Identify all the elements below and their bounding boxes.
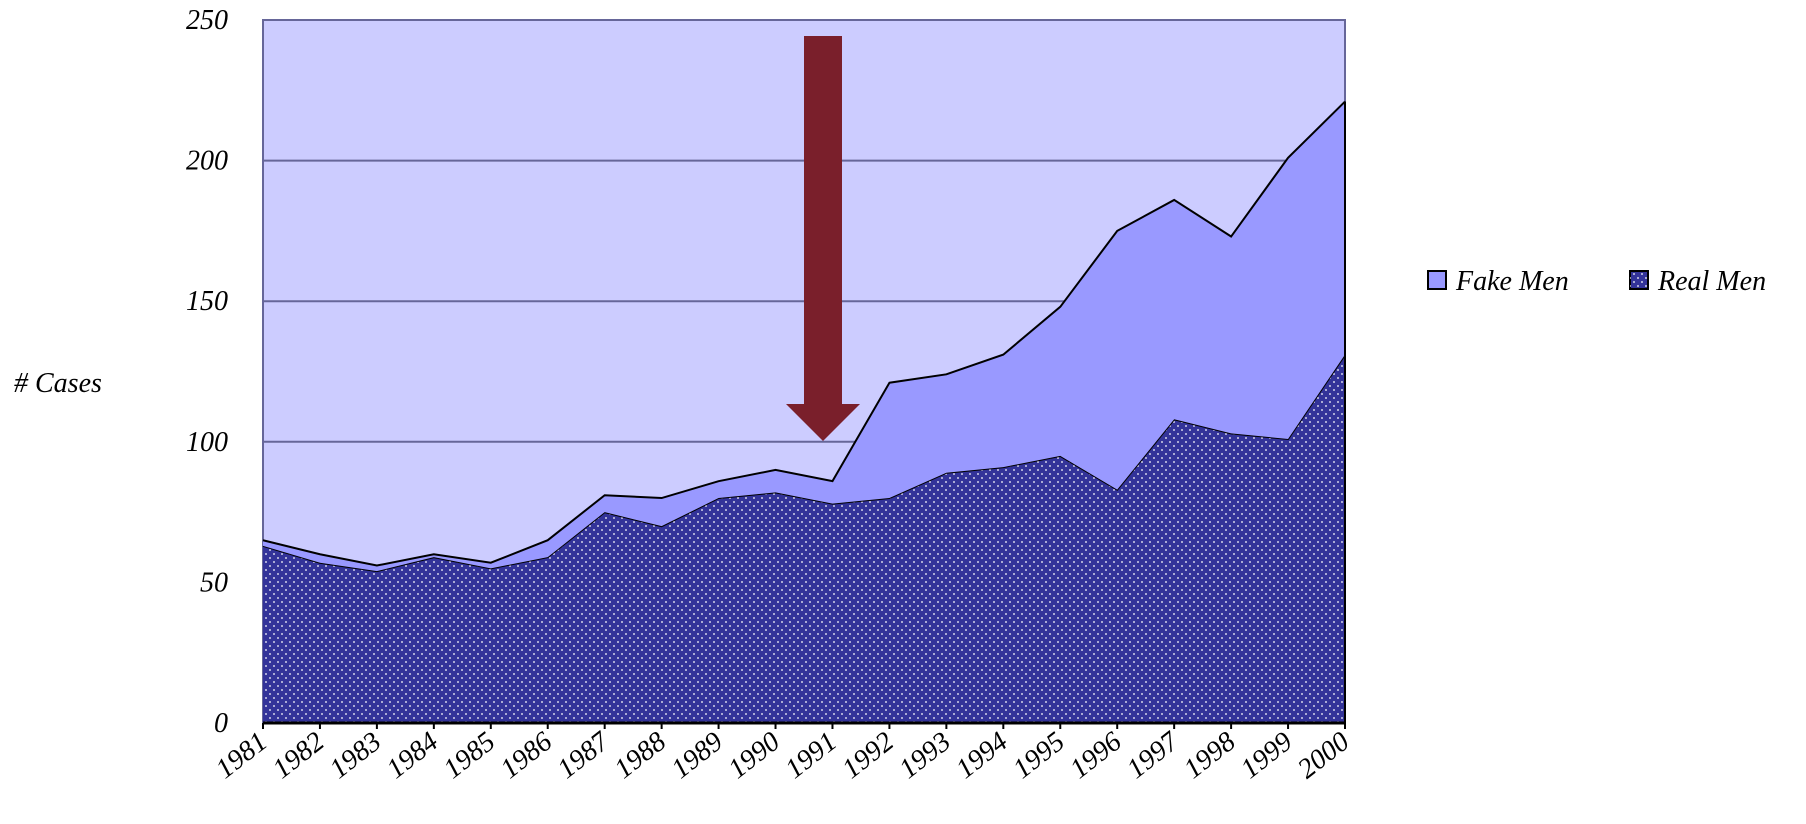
x-tick-label: 1991 bbox=[780, 726, 843, 785]
x-tick-label: 1996 bbox=[1064, 726, 1127, 785]
y-tick-label: 150 bbox=[186, 286, 228, 317]
y-tick-label: 200 bbox=[186, 146, 228, 177]
legend-swatch bbox=[1427, 270, 1447, 290]
x-tick-label: 1993 bbox=[893, 726, 956, 785]
area-edge bbox=[262, 354, 1346, 573]
x-tick-label: 1986 bbox=[495, 726, 558, 785]
annotation-arrow bbox=[786, 36, 860, 441]
y-axis-label: # Cases bbox=[14, 368, 102, 399]
x-tick-label: 1998 bbox=[1178, 726, 1241, 785]
x-tick-label: 1988 bbox=[609, 726, 672, 785]
x-tick-label: 1997 bbox=[1121, 725, 1185, 785]
y-tick-label: 250 bbox=[186, 5, 228, 36]
legend-label: Fake Men bbox=[1455, 266, 1569, 297]
x-tick-label: 1995 bbox=[1007, 726, 1070, 785]
area bbox=[263, 101, 1345, 572]
area-edge bbox=[262, 100, 1346, 567]
x-tick-label: 1994 bbox=[950, 726, 1013, 785]
x-tick-label: 1985 bbox=[438, 726, 501, 785]
x-tick-label: 1992 bbox=[837, 726, 900, 785]
x-tick-label: 1987 bbox=[552, 725, 616, 785]
y-tick-label: 100 bbox=[186, 427, 228, 458]
x-tick-label: 1989 bbox=[666, 726, 729, 785]
x-tick-label: 1983 bbox=[324, 726, 387, 785]
x-tick-label: 2000 bbox=[1292, 726, 1355, 785]
legend-label: Real Men bbox=[1657, 266, 1766, 297]
x-tick-label: 1999 bbox=[1235, 726, 1298, 785]
legend-texture bbox=[1630, 271, 1648, 289]
y-tick-label: 50 bbox=[200, 567, 228, 598]
x-tick-label: 1990 bbox=[723, 726, 786, 785]
x-tick-label: 1982 bbox=[267, 726, 330, 785]
area-texture bbox=[263, 354, 1345, 723]
y-tick-label: 0 bbox=[214, 708, 228, 739]
x-tick-label: 1984 bbox=[381, 726, 444, 785]
